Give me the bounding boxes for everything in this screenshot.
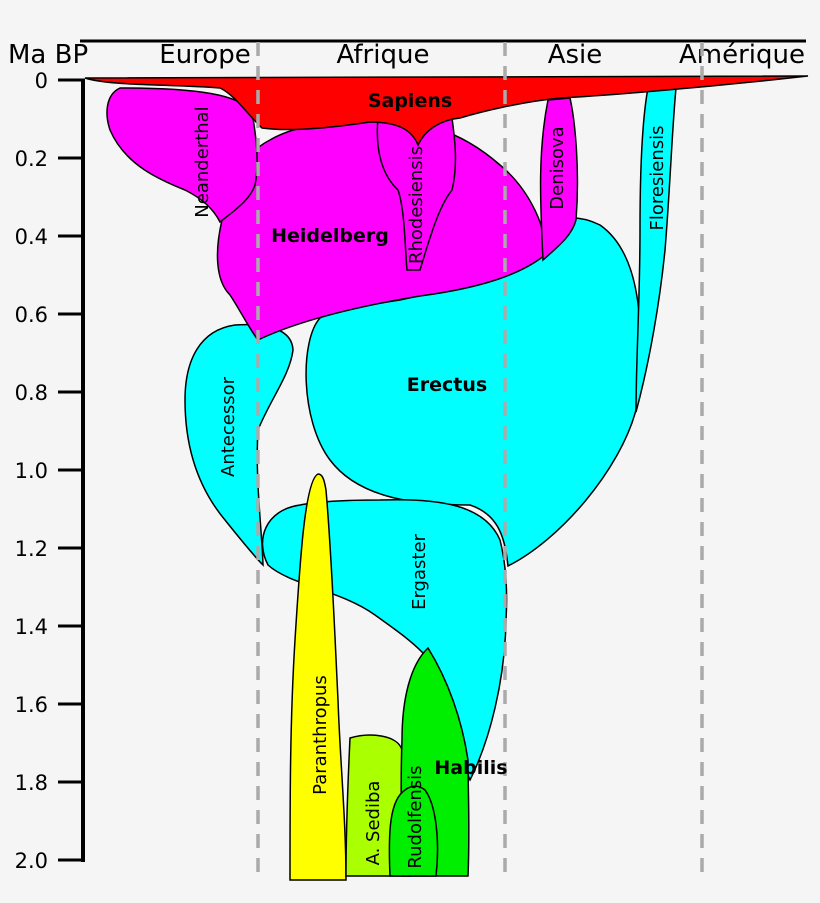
region-amerique: Amérique: [679, 40, 805, 70]
tick-label: 1.8: [15, 771, 48, 795]
floresiensis-region: [635, 84, 677, 413]
tick-label: 1.2: [15, 537, 48, 561]
tick-label: 1.4: [15, 615, 48, 639]
label-rhodesiensis: Rhodesiensis: [406, 146, 427, 264]
region-europe: Europe: [159, 40, 250, 70]
tick-label: 1.0: [15, 459, 48, 483]
label-sediba: A. Sediba: [363, 781, 384, 866]
neanderthal-region: [106, 87, 258, 224]
rudolfensis-region: [388, 785, 439, 877]
tick-label: 0: [35, 69, 48, 93]
tick-label: 0.2: [15, 147, 48, 171]
label-sapiens: Sapiens: [368, 90, 452, 112]
axis-title: Ma BP: [8, 40, 88, 70]
label-antecessor: Antecessor: [218, 376, 239, 477]
label-floresiensis: Floresiensis: [647, 125, 668, 230]
denisova-region: [539, 97, 579, 262]
tick-label: 1.6: [15, 693, 48, 717]
label-rudolfensis: Rudolfensis: [405, 765, 426, 868]
tick-label: 0.6: [15, 303, 48, 327]
rhodesiensis-region: [376, 117, 457, 271]
tick-label: 0.4: [15, 225, 48, 249]
label-habilis: Habilis: [434, 757, 507, 779]
label-heidelberg: Heidelberg: [271, 225, 389, 247]
label-denisova: Denisova: [547, 126, 568, 209]
tick-label: 2.0: [15, 849, 48, 873]
region-afrique: Afrique: [337, 40, 430, 70]
label-paranthropus: Paranthropus: [310, 675, 331, 795]
label-neanderthal: Neanderthal: [192, 106, 213, 217]
sapiens-region: [84, 75, 809, 147]
axis-ticks: [58, 78, 85, 862]
region-dividers: [256, 42, 704, 880]
tick-label: 0.8: [15, 381, 48, 405]
label-ergaster: Ergaster: [409, 533, 430, 609]
antecessor-region: [184, 323, 294, 567]
label-erectus: Erectus: [407, 374, 487, 396]
region-asie: Asie: [548, 40, 603, 70]
tick-labels: 0 0.2 0.4 0.6 0.8 1.0 1.2 1.4 1.6 1.8 2.…: [15, 69, 48, 873]
paranthropus-region: [289, 473, 347, 881]
